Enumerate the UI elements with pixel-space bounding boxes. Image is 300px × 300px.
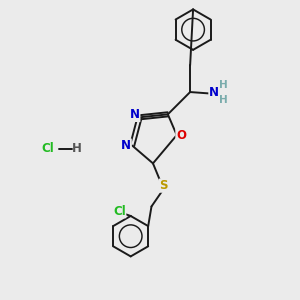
Text: H: H — [219, 95, 228, 105]
Text: H: H — [219, 80, 228, 90]
Text: N: N — [121, 139, 131, 152]
Text: S: S — [159, 179, 168, 192]
Text: Cl: Cl — [113, 205, 126, 218]
Text: N: N — [130, 108, 140, 122]
Text: Cl: Cl — [41, 142, 54, 155]
Text: N: N — [209, 86, 219, 99]
Text: O: O — [176, 129, 186, 142]
Text: H: H — [72, 142, 82, 155]
